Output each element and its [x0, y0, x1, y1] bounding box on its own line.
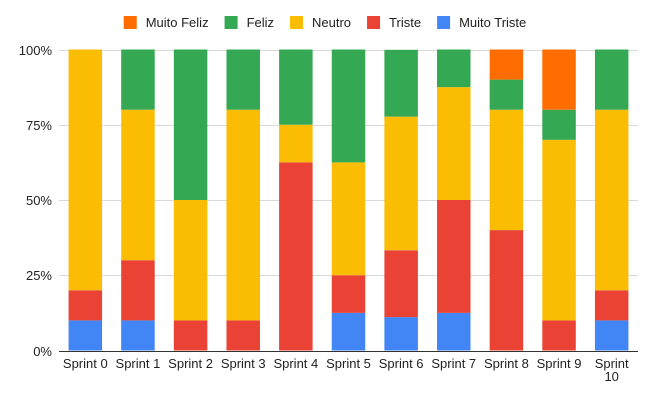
legend-label: Muito Feliz	[146, 15, 209, 30]
y-tick-label: 0%	[33, 344, 52, 359]
bar-segment-muito-triste	[68, 320, 103, 351]
legend: Muito Feliz Feliz Neutro Triste Muito Triste	[123, 15, 526, 30]
bar-segment-neutro	[226, 109, 260, 321]
x-tick-label: Sprint 8	[484, 356, 529, 371]
bar-segment-muito-feliz	[489, 49, 524, 80]
y-tick-label: 50%	[26, 193, 52, 208]
x-tick-label: Sprint 1	[116, 356, 161, 371]
legend-label: Feliz	[247, 15, 274, 30]
bar-segment-muito-feliz	[542, 49, 576, 110]
legend-swatch	[437, 16, 451, 29]
bar-segment-feliz	[489, 79, 524, 110]
bar-segment-feliz	[279, 49, 313, 125]
bar-segment-feliz	[384, 49, 418, 117]
bar-segment-neutro	[542, 139, 576, 321]
bar-segment-muito-triste	[331, 312, 366, 351]
bar-segment-feliz	[594, 49, 629, 110]
bar-segment-muito-triste	[384, 317, 418, 351]
bar-segment-triste	[594, 290, 629, 321]
x-tick-label: Sprint 4	[273, 356, 318, 371]
x-tick-label: Sprint 3	[221, 356, 266, 371]
legend-swatch	[290, 16, 304, 29]
legend-swatch	[123, 16, 137, 29]
legend-item-triste: Triste	[367, 15, 421, 30]
x-tick-label: Sprint 9	[537, 356, 582, 371]
bar-segment-neutro	[68, 49, 103, 291]
bar-segment-feliz	[331, 49, 366, 163]
bar-segment-neutro	[279, 124, 313, 163]
bar-segment-neutro	[594, 109, 629, 291]
bar-segment-neutro	[331, 162, 366, 276]
legend-label: Triste	[389, 15, 421, 30]
bar-segment-feliz	[437, 49, 471, 88]
legend-label: Muito Triste	[459, 15, 526, 30]
bar-segment-triste	[279, 162, 313, 351]
bar-segment-triste	[173, 320, 208, 351]
y-tick-label: 100%	[19, 43, 53, 58]
x-axis-ticks: Sprint 0 Sprint 1 Sprint 2 Sprint 3 Sprint 4…	[63, 356, 629, 384]
bar-segment-feliz	[173, 49, 208, 200]
bar-segment-triste	[226, 320, 260, 351]
x-tick-label: Sprint 7	[431, 356, 476, 371]
legend-swatch	[224, 16, 238, 29]
y-tick-label: 75%	[26, 118, 52, 133]
bar-segment-triste	[331, 275, 366, 313]
legend-swatch	[367, 16, 381, 29]
legend-item-feliz: Feliz	[224, 15, 274, 30]
x-tick-label: Sprint 5	[326, 356, 371, 371]
x-tick-label: Sprint 2	[168, 356, 213, 371]
bar-segment-muito-triste	[437, 312, 471, 351]
bars	[68, 49, 629, 351]
x-tick-label: Sprint 6	[379, 356, 424, 371]
bar-segment-triste	[437, 200, 471, 313]
legend-item-muito-feliz: Muito Feliz	[123, 15, 209, 30]
x-tick-label: Sprint 0	[63, 356, 108, 371]
bar-segment-triste	[68, 290, 103, 321]
legend-item-muito-triste: Muito Triste	[437, 15, 526, 30]
bar-segment-neutro	[173, 200, 208, 321]
y-tick-label: 25%	[26, 268, 52, 283]
bar-segment-triste	[489, 230, 524, 351]
bar-segment-neutro	[121, 109, 155, 261]
bar-segment-feliz	[226, 49, 260, 110]
bar-segment-feliz	[542, 109, 576, 140]
bar-segment-triste	[121, 260, 155, 321]
bar-segment-neutro	[489, 109, 524, 231]
bar-segment-neutro	[384, 116, 418, 251]
bar-segment-triste	[542, 320, 576, 351]
bar-segment-neutro	[437, 87, 471, 201]
bar-segment-muito-triste	[594, 320, 629, 351]
bar-segment-triste	[384, 250, 418, 318]
x-tick-label: Sprint 10	[595, 356, 629, 384]
bar-segment-feliz	[121, 49, 155, 110]
legend-item-neutro: Neutro	[290, 15, 351, 30]
legend-label: Neutro	[312, 15, 351, 30]
bar-segment-muito-triste	[121, 320, 155, 351]
y-axis-ticks: 0% 25% 50% 75% 100%	[19, 43, 53, 359]
